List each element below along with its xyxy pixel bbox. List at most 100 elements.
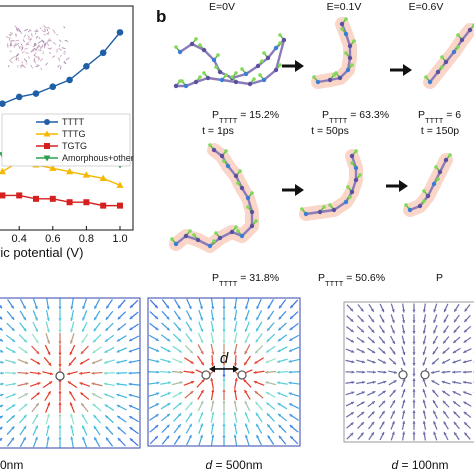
field-arrow [462, 370, 472, 374]
field-arrow [117, 426, 127, 435]
field-arrow [183, 370, 195, 374]
field-arrow [70, 333, 75, 344]
field-arrow [255, 401, 263, 411]
field-arrow [6, 437, 15, 447]
field-arrow [356, 401, 365, 407]
field-arrow [432, 346, 439, 355]
data-point [66, 199, 73, 206]
field-arrow [161, 413, 171, 422]
field-arrow [148, 346, 160, 352]
field-arrow [116, 371, 128, 375]
field-arrow [116, 359, 128, 364]
field-arrow [210, 400, 215, 412]
field-arrow [160, 358, 172, 363]
field-arrow [433, 303, 438, 313]
field-arrow [345, 411, 355, 418]
field-arrow [443, 431, 449, 441]
field-arrow [443, 421, 449, 430]
field-arrow [412, 335, 416, 345]
field-arrow [82, 310, 88, 321]
field-arrow [58, 321, 62, 333]
field-arrow [289, 413, 299, 421]
legend-label: TTTG [62, 129, 86, 139]
field-arrow [171, 381, 183, 386]
field-arrow [69, 402, 75, 413]
field-arrow [422, 303, 426, 313]
field-arrow [390, 324, 395, 334]
field-arrow [173, 435, 181, 445]
field-arrow [196, 378, 205, 388]
field-arrow [401, 356, 406, 366]
field-arrow [45, 321, 50, 333]
field-arrow [267, 310, 275, 321]
field-caption: d = 500nm [205, 458, 262, 472]
field-arrow [161, 322, 171, 331]
field-arrow [255, 333, 263, 343]
field-arrow [43, 356, 52, 367]
field-arrow [256, 298, 262, 310]
field-arrow [183, 380, 195, 386]
field-arrow [19, 298, 27, 310]
field-arrow [412, 388, 416, 398]
field-arrow [58, 390, 62, 402]
field-arrow [160, 402, 171, 410]
field-arrow [244, 423, 250, 435]
field-arrow [356, 380, 366, 384]
field-arrow [210, 423, 215, 435]
field-arrow [7, 299, 15, 309]
field-arrow [172, 333, 182, 343]
field-arrow [198, 298, 203, 310]
field-arrow [452, 359, 462, 364]
field-arrow [243, 355, 251, 366]
field-arrow [0, 349, 4, 353]
transition-arrow [282, 60, 304, 72]
field-arrow [116, 404, 127, 411]
field-arrow [379, 314, 385, 323]
field-arrow [412, 420, 416, 430]
field-arrow [453, 325, 461, 334]
field-arrow [210, 343, 215, 355]
molecule-header: E=0.1V [327, 1, 362, 13]
field-arrow [401, 420, 406, 430]
data-point [49, 195, 56, 202]
field-arrow [233, 434, 238, 446]
field-arrow [379, 421, 385, 430]
field-arrow [366, 359, 376, 364]
field-arrow [210, 332, 215, 344]
field-arrow [70, 298, 74, 310]
field-arrow [148, 381, 160, 385]
field-arrow [18, 346, 28, 354]
field-map [343, 301, 474, 443]
data-point [99, 49, 107, 57]
field-arrow [117, 437, 126, 447]
field-arrow [356, 336, 365, 344]
field-arrow [184, 357, 194, 365]
field-arrow [356, 325, 365, 333]
field-arrow [433, 324, 438, 334]
field-arrow [128, 335, 140, 342]
field-arrow [104, 334, 115, 343]
field-arrow [81, 333, 89, 344]
field-arrow [233, 321, 238, 333]
field-arrow [265, 345, 276, 353]
field-arrow [0, 327, 4, 331]
data-point [83, 63, 90, 70]
field-arrow [367, 390, 376, 396]
field-arrow [160, 334, 171, 342]
field-arrow [278, 435, 287, 445]
field-arrow [401, 410, 406, 420]
field-arrow [254, 344, 264, 354]
molecule-header: E=0.6V [409, 1, 444, 13]
field-arrow [377, 370, 387, 374]
data-point [49, 164, 57, 171]
field-arrow [93, 322, 101, 332]
line-chart: 0.4 0.6 0.8 1.0 ric potential (V) TTTTTTTGT… [0, 5, 134, 260]
field-arrow [453, 421, 460, 430]
field-arrow [265, 381, 277, 386]
field-arrow [161, 310, 170, 320]
field-arrow [422, 378, 427, 388]
data-point [99, 174, 107, 182]
field-arrow [19, 322, 27, 332]
field-arrow [452, 390, 461, 396]
